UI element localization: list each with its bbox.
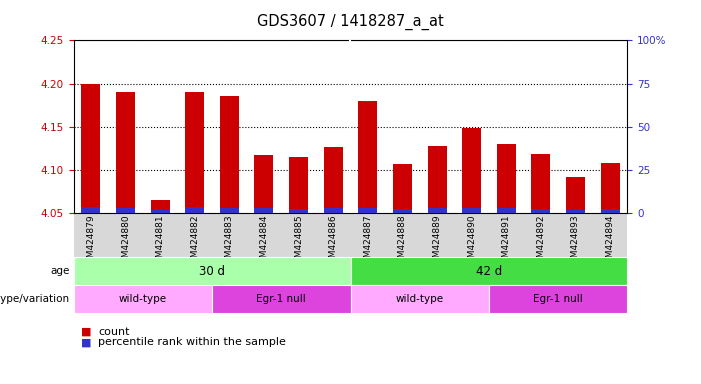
Bar [462, 129, 481, 213]
Bar [428, 146, 447, 213]
Bar [151, 200, 170, 213]
Bar [358, 101, 377, 213]
Bar [185, 207, 204, 213]
Bar [497, 144, 516, 213]
Bar [220, 96, 239, 213]
Bar [531, 154, 550, 213]
Bar [220, 208, 239, 213]
Bar [254, 155, 273, 213]
Bar [116, 208, 135, 213]
Text: wild-type: wild-type [118, 294, 167, 304]
Text: 42 d: 42 d [476, 265, 502, 278]
Bar [358, 208, 377, 213]
Text: count: count [98, 327, 130, 337]
Text: age: age [50, 266, 69, 276]
Text: Egr-1 null: Egr-1 null [257, 294, 306, 304]
Text: genotype/variation: genotype/variation [0, 294, 69, 304]
Bar [566, 177, 585, 213]
Text: ▶: ▶ [69, 266, 81, 276]
Bar [497, 208, 516, 213]
Text: Egr-1 null: Egr-1 null [533, 294, 583, 304]
Bar [462, 208, 481, 213]
Bar [81, 83, 100, 213]
Bar [566, 210, 585, 213]
Bar [324, 208, 343, 213]
Text: ▶: ▶ [69, 294, 81, 303]
Bar [289, 209, 308, 213]
Text: ■: ■ [81, 327, 91, 337]
Bar [185, 92, 204, 213]
Text: ■: ■ [81, 337, 91, 347]
Bar [151, 210, 170, 213]
Bar [254, 208, 273, 213]
Bar [324, 147, 343, 213]
Bar [289, 157, 308, 213]
Bar [81, 207, 100, 213]
Text: percentile rank within the sample: percentile rank within the sample [98, 337, 286, 347]
Text: wild-type: wild-type [395, 294, 444, 304]
Bar [116, 92, 135, 213]
Bar [393, 209, 412, 213]
Bar [393, 164, 412, 213]
Bar [601, 209, 620, 213]
Text: 30 d: 30 d [199, 265, 225, 278]
Bar [428, 208, 447, 213]
Bar [601, 163, 620, 213]
Bar [531, 209, 550, 213]
Text: GDS3607 / 1418287_a_at: GDS3607 / 1418287_a_at [257, 13, 444, 30]
